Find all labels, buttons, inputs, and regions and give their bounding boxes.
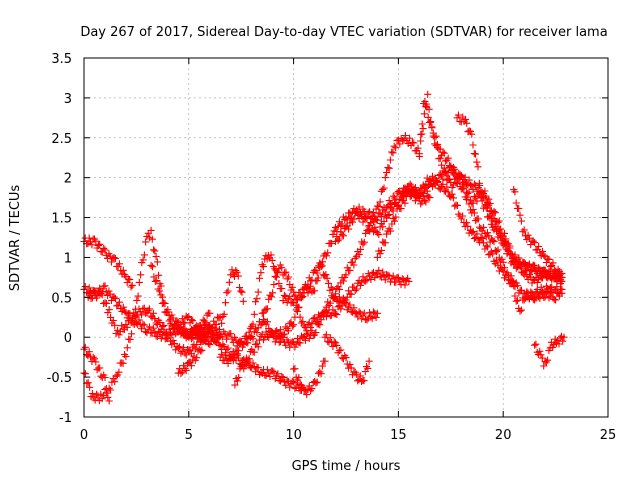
y-tick-label: 0.5 [51,291,72,306]
chart-title: Day 267 of 2017, Sidereal Day-to-day VTE… [80,25,607,40]
series-sat-p [415,90,566,315]
plus-marker-trace [321,331,373,386]
x-tick-label: 20 [495,428,512,443]
plus-marker-trace [531,332,568,370]
y-tick-label: 3 [64,92,72,107]
series-sat-m [321,331,373,386]
plus-marker-trace [415,90,566,315]
x-tick-label: 25 [600,428,617,443]
y-tick-label: 3.5 [51,52,72,67]
x-tick-label: 15 [390,428,407,443]
series-sat-q [453,111,566,287]
plus-marker-trace [290,357,329,399]
y-tick-label: -0.5 [47,371,72,386]
y-tick-label: 0 [64,331,72,346]
x-tick-label: 5 [185,428,193,443]
plus-marker-trace [258,102,566,351]
series-sat-a [80,234,136,291]
y-tick-label: 2 [64,172,72,187]
plus-marker-trace [453,111,566,287]
data-markers [80,90,568,405]
series-sat-l [290,357,329,399]
axis-ticks: 0 5 10 15 20 25 -1 -0.5 0 0.5 1 1.5 2 2.5 3 3.5 [47,52,617,443]
series-sat-r [510,186,566,283]
y-tick-label: 1 [64,251,72,266]
y-tick-label: 2.5 [51,132,72,147]
plus-marker-trace [80,234,136,291]
x-axis-label: GPS time / hours [292,459,401,474]
y-tick-label: -1 [59,411,72,426]
series-sat-s [531,332,568,370]
plus-marker-trace [510,186,566,283]
series-sat-k [258,102,566,351]
y-tick-label: 1.5 [51,212,72,227]
grid-lines [84,58,608,417]
y-axis-label: SDTVAR / TECUs [8,185,23,292]
x-tick-label: 10 [285,428,302,443]
x-tick-label: 0 [80,428,88,443]
plot-frame [83,57,609,418]
